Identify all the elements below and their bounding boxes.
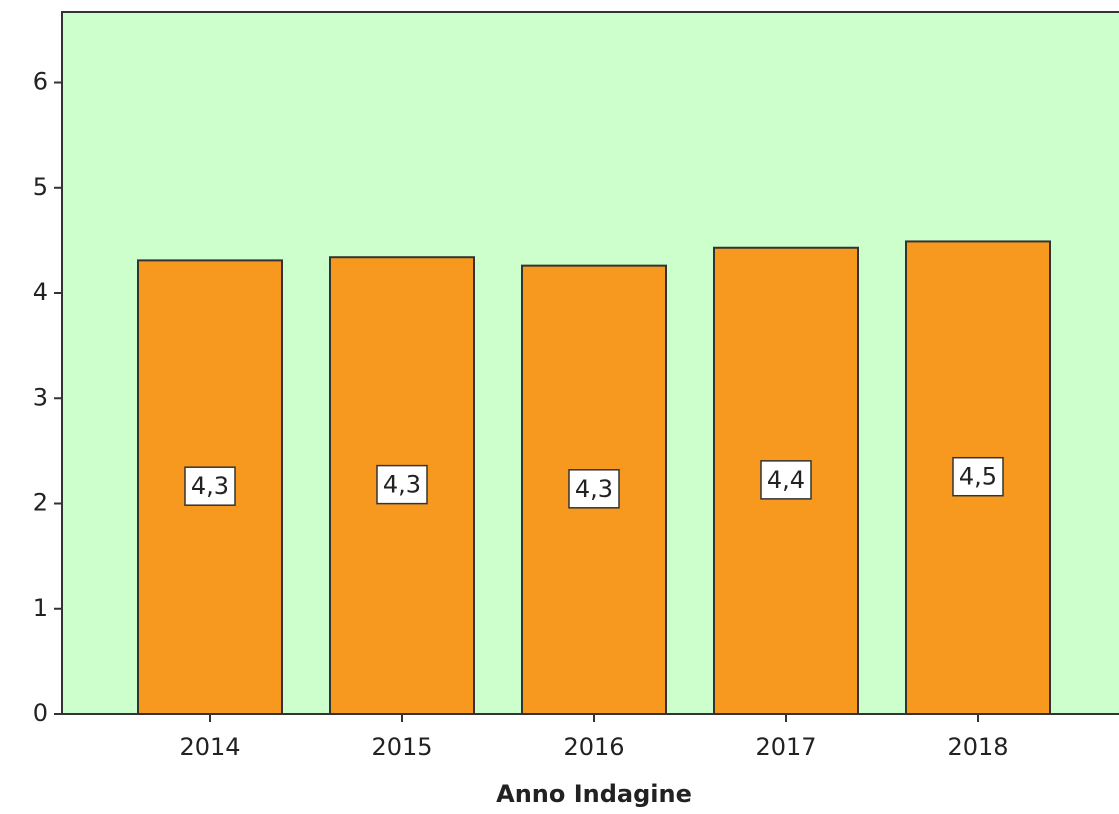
y-tick-label: 1 [33, 594, 48, 622]
x-tick-label: 2016 [563, 733, 624, 761]
value-label-box [952, 456, 1004, 497]
x-tick-label: 2018 [947, 733, 1008, 761]
x-axis-label: Anno Indagine [496, 780, 692, 808]
value-label-box [184, 466, 236, 506]
y-tick-label: 2 [33, 489, 48, 517]
x-tick-label: 2014 [179, 733, 240, 761]
x-tick-label: 2017 [755, 733, 816, 761]
value-label: 4,3 [383, 471, 421, 499]
value-label-box [376, 464, 428, 505]
value-label-box [760, 460, 812, 500]
y-tick-label: 3 [33, 383, 48, 411]
y-tick-label: 6 [33, 68, 48, 96]
value-label-box [568, 469, 620, 509]
value-label: 4,3 [575, 475, 613, 503]
y-tick-label: 5 [33, 173, 48, 201]
value-label: 4,4 [767, 466, 805, 494]
value-label: 4,5 [959, 463, 997, 491]
x-tick-label: 2015 [371, 733, 432, 761]
y-tick-label: 0 [33, 699, 48, 727]
y-tick-label: 4 [33, 278, 48, 306]
value-label: 4,3 [191, 472, 229, 500]
